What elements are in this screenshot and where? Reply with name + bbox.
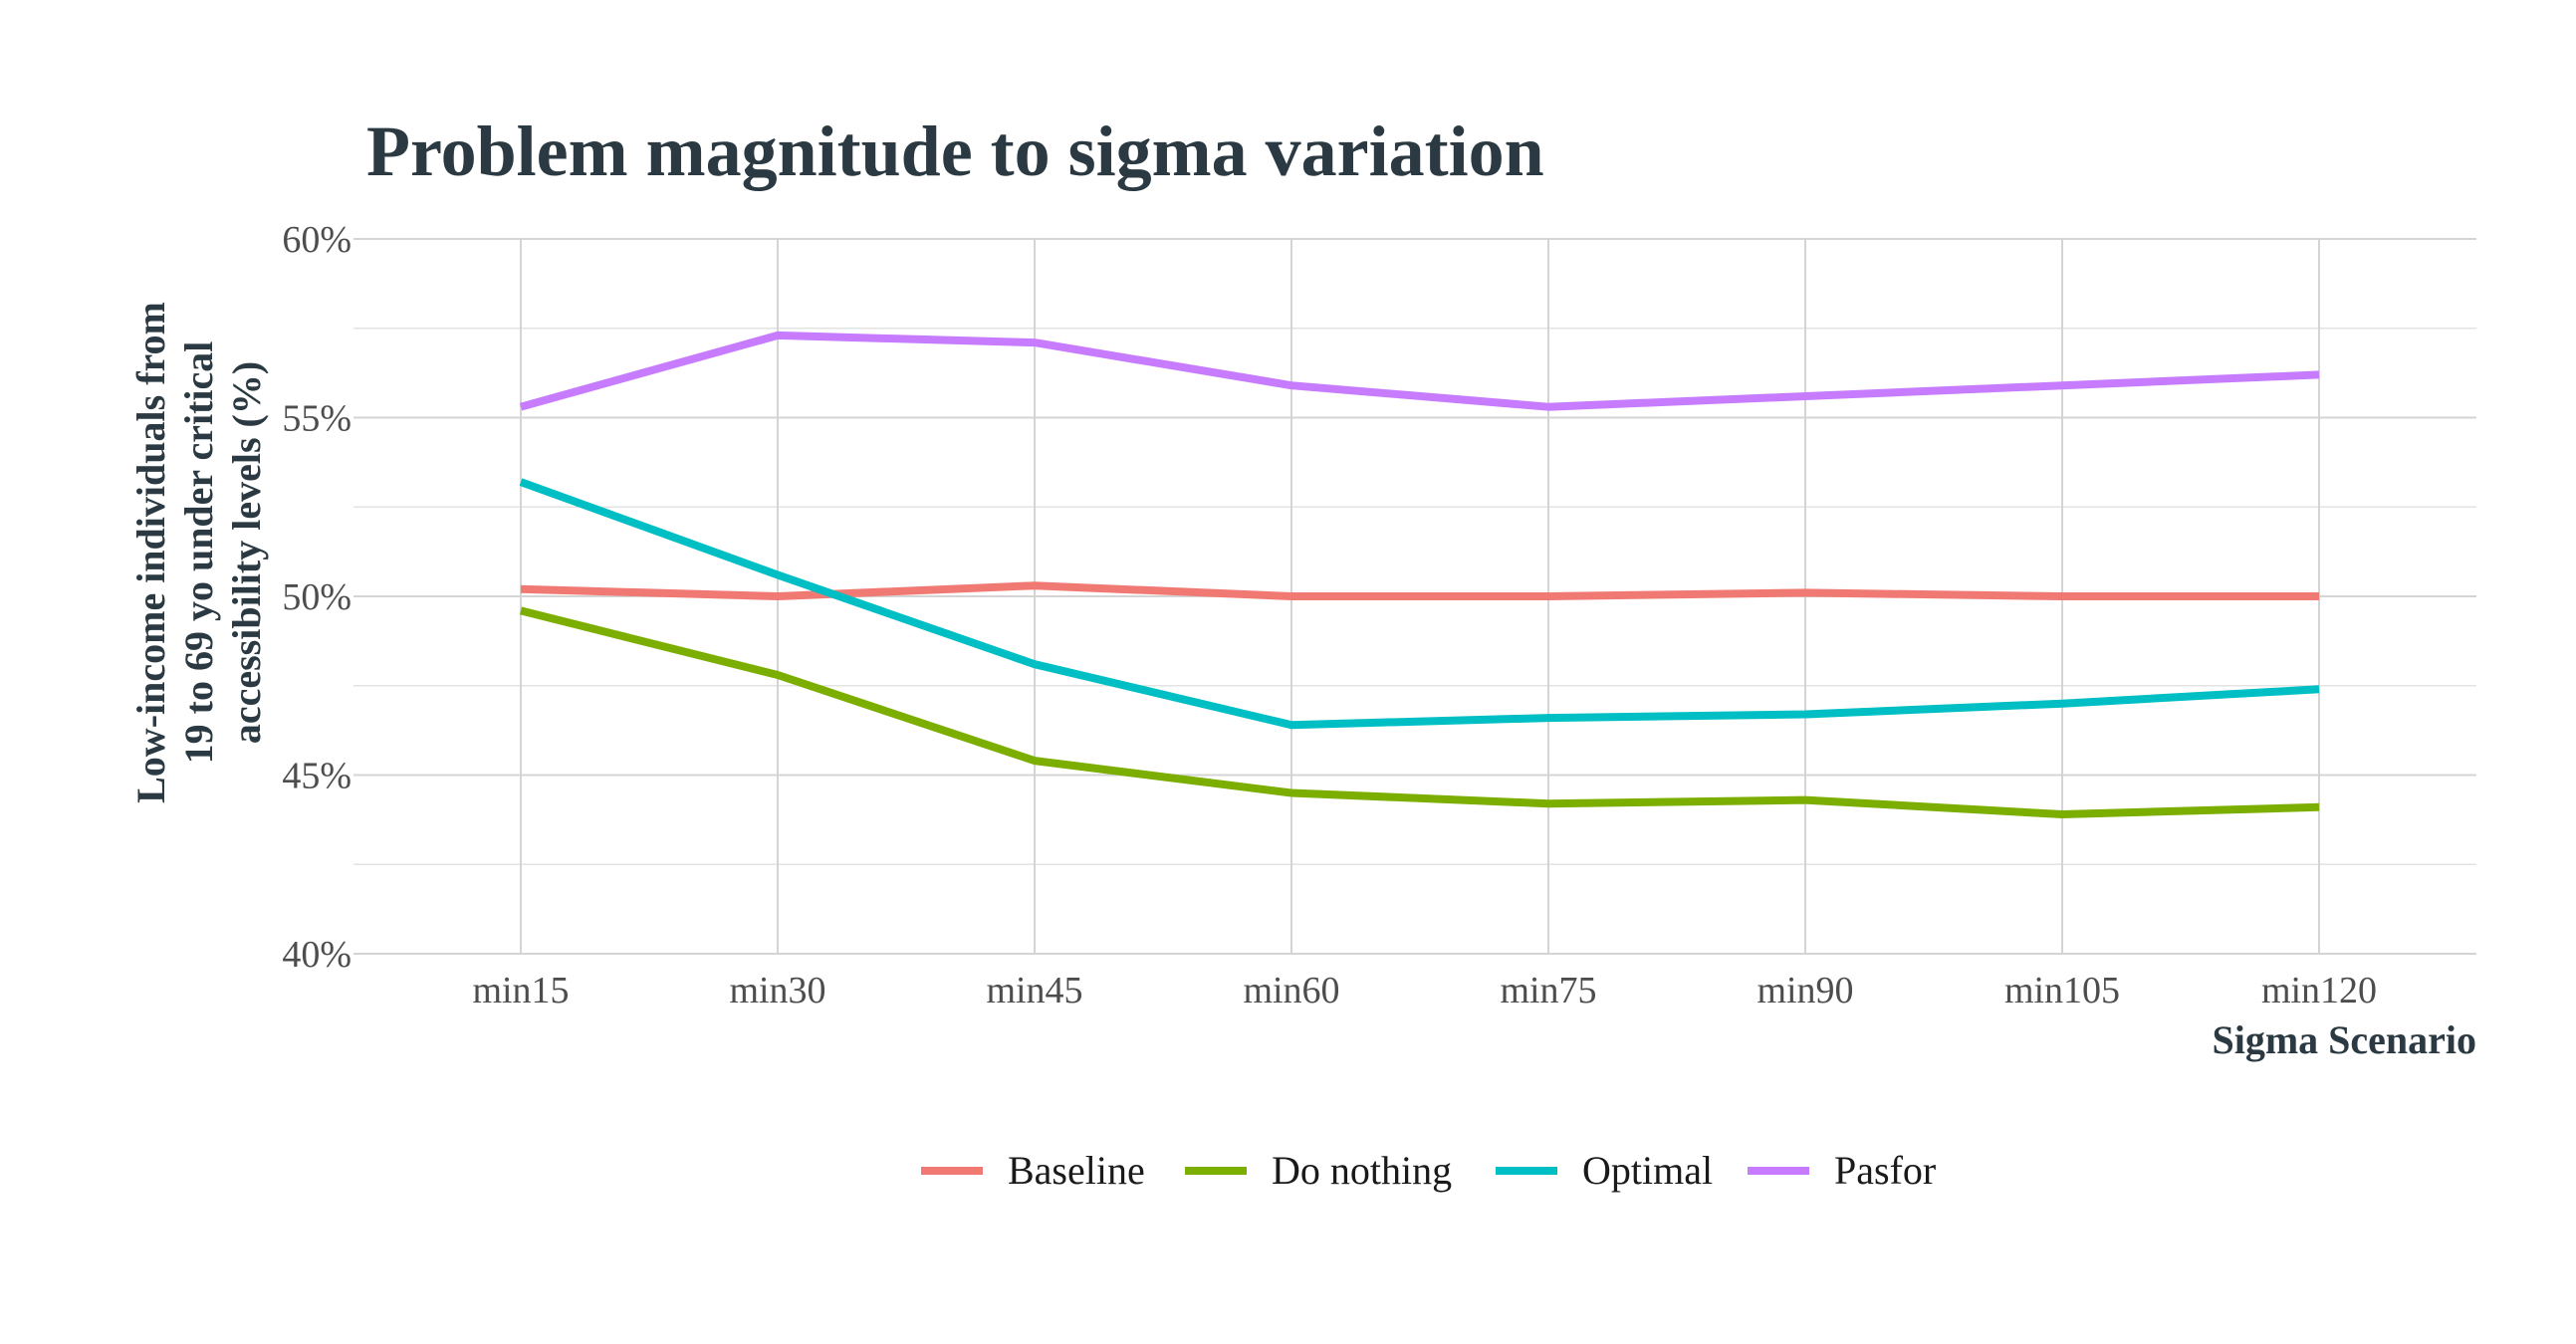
series-layer: [519, 331, 2320, 818]
series-line-do-nothing: [520, 606, 2320, 818]
x-tick-label: min45: [986, 970, 1082, 1011]
x-axis-ticks: min15 min30 min45 min60 min75 min90 min105 min1…: [472, 970, 2377, 1011]
x-tick-label: min90: [1756, 970, 1853, 1011]
y-axis-title-line-1: Low-income individuals from: [128, 302, 173, 803]
y-axis-title: Low-income individuals from 19 to 69 yo …: [128, 302, 269, 803]
legend-label: Optimal: [1582, 1148, 1713, 1193]
x-tick-label: min30: [729, 970, 825, 1011]
x-tick-label: min75: [1500, 970, 1596, 1011]
legend-item: Pasfor: [1748, 1148, 1936, 1193]
legend-label: Pasfor: [1834, 1148, 1936, 1193]
legend-item: Baseline: [921, 1148, 1145, 1193]
y-tick-label: 55%: [282, 398, 351, 440]
x-tick-label: min60: [1243, 970, 1339, 1011]
y-tick-label: 40%: [282, 934, 351, 976]
chart-title: Problem magnitude to sigma variation: [366, 112, 1544, 191]
x-axis-title: Sigma Scenario: [2212, 1017, 2476, 1062]
y-tick-label: 50%: [282, 576, 351, 618]
legend-label: Baseline: [1008, 1148, 1145, 1193]
y-axis-title-line-3: accessibility levels (%): [224, 361, 269, 744]
y-tick-label: 45%: [282, 756, 351, 797]
series-line-baseline: [520, 581, 2319, 600]
y-tick-label: 60%: [282, 219, 351, 261]
x-tick-label: min105: [2004, 970, 2120, 1011]
legend: Baseline Do nothing Optimal Pasfor: [921, 1148, 1936, 1193]
x-tick-label: min120: [2261, 970, 2377, 1011]
legend-item: Optimal: [1496, 1148, 1713, 1193]
legend-label: Do nothing: [1272, 1148, 1452, 1193]
series-line-optimal: [519, 478, 2320, 730]
legend-item: Do nothing: [1185, 1148, 1452, 1193]
y-axis-title-line-2: 19 to 69 yo under critical: [176, 341, 221, 765]
y-axis-ticks: 40% 45% 50% 55% 60%: [282, 219, 351, 976]
series-line-pasfor: [519, 331, 2320, 411]
x-tick-label: min15: [472, 970, 569, 1011]
